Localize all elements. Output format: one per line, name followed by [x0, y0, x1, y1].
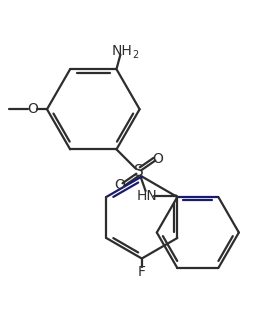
Text: HN: HN	[136, 189, 157, 203]
Text: S: S	[134, 164, 144, 179]
Text: F: F	[138, 265, 146, 279]
Text: O: O	[27, 102, 38, 116]
Text: NH: NH	[111, 44, 132, 59]
Text: O: O	[114, 178, 125, 192]
Text: 2: 2	[132, 50, 138, 60]
Text: O: O	[153, 152, 163, 165]
